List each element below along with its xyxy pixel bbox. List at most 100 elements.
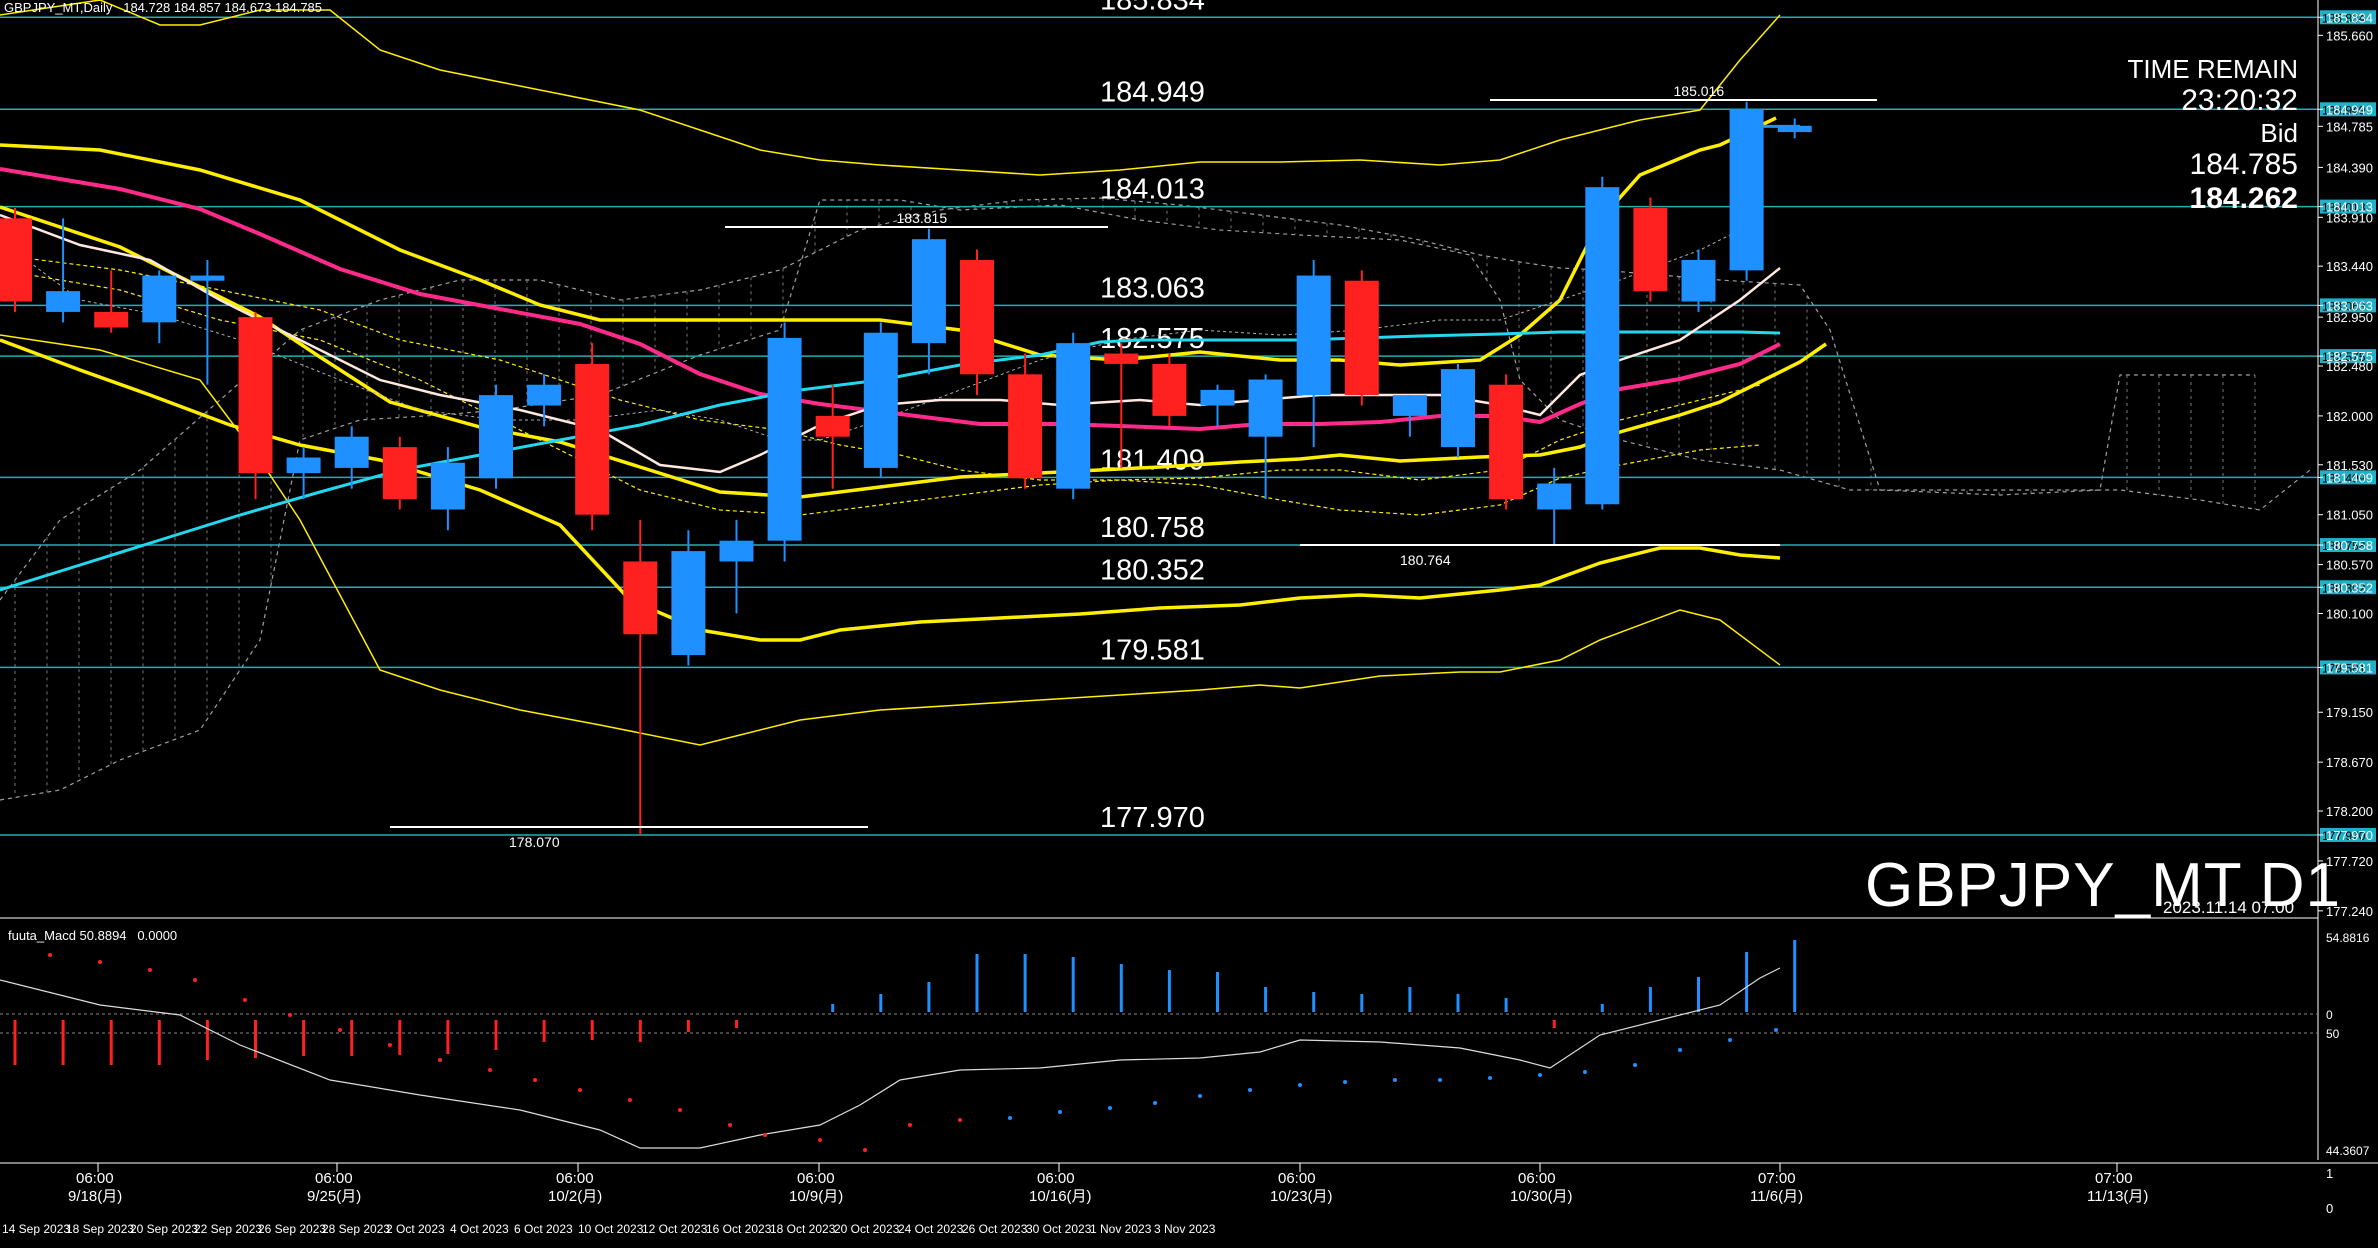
time-minor-label: 28 Sep 2023 xyxy=(322,1222,390,1236)
level-label: 185.834 xyxy=(1100,0,1205,16)
swing-markers: 185.016 183.815 180.764 178.070 xyxy=(390,83,1877,850)
level-label: 183.063 xyxy=(1100,272,1205,304)
swing-label: 185.016 xyxy=(1674,83,1725,99)
macd-dot xyxy=(958,1118,962,1122)
level-axis-tag xyxy=(2320,349,2376,364)
candle-body xyxy=(1729,109,1764,271)
macd-dot xyxy=(908,1123,912,1127)
macd-dot xyxy=(1488,1076,1492,1080)
bid-label: Bid xyxy=(2260,118,2298,148)
time-major-time: 06:00 xyxy=(797,1170,835,1187)
price-tick-label: 185.660 xyxy=(2326,28,2373,43)
cloud-span-b xyxy=(0,199,2311,801)
candle-body xyxy=(1777,125,1812,133)
macd-dot xyxy=(1438,1078,1442,1082)
level-axis-tag-text: 184.013 xyxy=(2322,201,2366,215)
time-right-scale: 1 xyxy=(2326,1166,2333,1181)
price-tick-label: 181.050 xyxy=(2326,508,2373,523)
candle-body xyxy=(911,239,946,344)
candle-body xyxy=(1585,187,1620,505)
time-major-time: 06:00 xyxy=(1037,1170,1075,1187)
macd-dot xyxy=(1538,1073,1542,1077)
macd-panel: 54.8816 0 50 44.3607 xyxy=(0,917,2378,1164)
level-label: 180.352 xyxy=(1100,554,1205,586)
level-label: 184.013 xyxy=(1100,174,1205,206)
price-tick-label: 181.530 xyxy=(2326,458,2373,473)
level-axis-tag xyxy=(2320,10,2376,25)
candle-body xyxy=(1537,483,1572,510)
price-tick-label: 180.570 xyxy=(2326,558,2373,573)
candle-body xyxy=(623,561,658,635)
candle-body xyxy=(190,275,225,281)
time-right-scale: 0 xyxy=(2326,1201,2333,1216)
price-tick-label: 177.720 xyxy=(2326,854,2373,869)
time-major-date: 10/30(月) xyxy=(1510,1188,1573,1205)
ma-yellow-mid xyxy=(0,205,1827,499)
chart-header: GBPJPY_MT,Daily 184.728 184.857 184.673 … xyxy=(4,0,322,15)
candle-body xyxy=(1392,395,1427,416)
price-axis: 185.834 185.660 184.949 184.785 184.390 184.0… xyxy=(1760,0,2373,1160)
candle-body xyxy=(1248,379,1283,437)
cloud-span-a xyxy=(0,197,2255,601)
level-axis-tag xyxy=(2320,298,2376,313)
macd-dot xyxy=(1153,1101,1157,1105)
time-minor-label: 20 Oct 2023 xyxy=(834,1222,900,1236)
ma-pink xyxy=(0,167,1781,432)
time-minor-label: 18 Oct 2023 xyxy=(770,1222,836,1236)
time-minor-label: 2 Oct 2023 xyxy=(386,1222,445,1236)
timestamp-label: 2023.11.14 07:00 xyxy=(2163,898,2295,917)
ichimoku-cloud xyxy=(0,197,2311,801)
swing-label: 180.764 xyxy=(1400,552,1451,568)
time-minor-label: 4 Oct 2023 xyxy=(450,1222,509,1236)
price-tick-label: 183.910 xyxy=(2326,210,2373,225)
band-yellow-upper xyxy=(0,0,1781,176)
candlesticks xyxy=(0,101,1812,835)
level-label: 179.581 xyxy=(1100,634,1205,666)
candle-body xyxy=(0,218,32,302)
price-tick-label: 182.950 xyxy=(2326,310,2373,325)
time-major-date: 10/9(月) xyxy=(789,1188,843,1205)
time-minor-label: 20 Sep 2023 xyxy=(130,1222,198,1236)
macd-scale-label: 0 xyxy=(2326,1008,2333,1022)
time-major-date: 10/23(月) xyxy=(1270,1188,1333,1205)
price-tick-label: 184.390 xyxy=(2326,160,2373,175)
price-tick-label: 177.970 xyxy=(2326,828,2373,843)
symbol-label: GBPJPY_MT D1 xyxy=(1865,851,2342,920)
candle-body xyxy=(1441,369,1475,448)
macd-signal-line xyxy=(0,967,1781,1149)
price-tick-label: 181.409 xyxy=(2326,470,2373,485)
level-axis-tag-text: 179.581 xyxy=(2322,661,2366,675)
time-minor-label: 22 Sep 2023 xyxy=(194,1222,262,1236)
time-minor-label: 24 Oct 2023 xyxy=(898,1222,964,1236)
macd-dot xyxy=(1583,1070,1587,1074)
time-major-time: 06:00 xyxy=(76,1170,114,1187)
level-label: 184.949 xyxy=(1100,76,1205,108)
time-remain-value: 23:20:32 xyxy=(2181,84,2298,117)
candle-body xyxy=(334,436,369,468)
macd-scale-label: 50 xyxy=(2326,1027,2340,1041)
band-yellow-dash-a xyxy=(0,254,1761,481)
candle-body xyxy=(286,457,321,474)
price-tick-label: 184.949 xyxy=(2326,102,2373,117)
macd-dot xyxy=(1633,1063,1637,1067)
ma-white xyxy=(0,213,1781,474)
macd-dot xyxy=(1774,1028,1778,1032)
macd-dot xyxy=(288,1013,292,1017)
macd-dot xyxy=(1198,1094,1202,1098)
time-major-time: 06:00 xyxy=(1278,1170,1316,1187)
price-tick-label: 178.200 xyxy=(2326,804,2373,819)
level-axis-tag-text: 180.758 xyxy=(2322,539,2366,553)
price-tick-label: 179.150 xyxy=(2326,705,2373,720)
candle-body xyxy=(1344,280,1379,396)
macd-dot xyxy=(1008,1116,1012,1120)
time-minor-label: 14 Sep 2023 xyxy=(2,1222,70,1236)
macd-header: fuuta_Macd 50.8894 0.0000 xyxy=(8,928,177,943)
candle-body xyxy=(671,551,706,656)
candle-body xyxy=(479,395,513,479)
macd-dot xyxy=(1728,1038,1732,1042)
highlight-price: 184.262 xyxy=(2189,182,2298,215)
candle-body xyxy=(142,275,177,323)
time-major-time: 06:00 xyxy=(1518,1170,1556,1187)
level-axis-tag-text: 184.949 xyxy=(2322,103,2366,117)
